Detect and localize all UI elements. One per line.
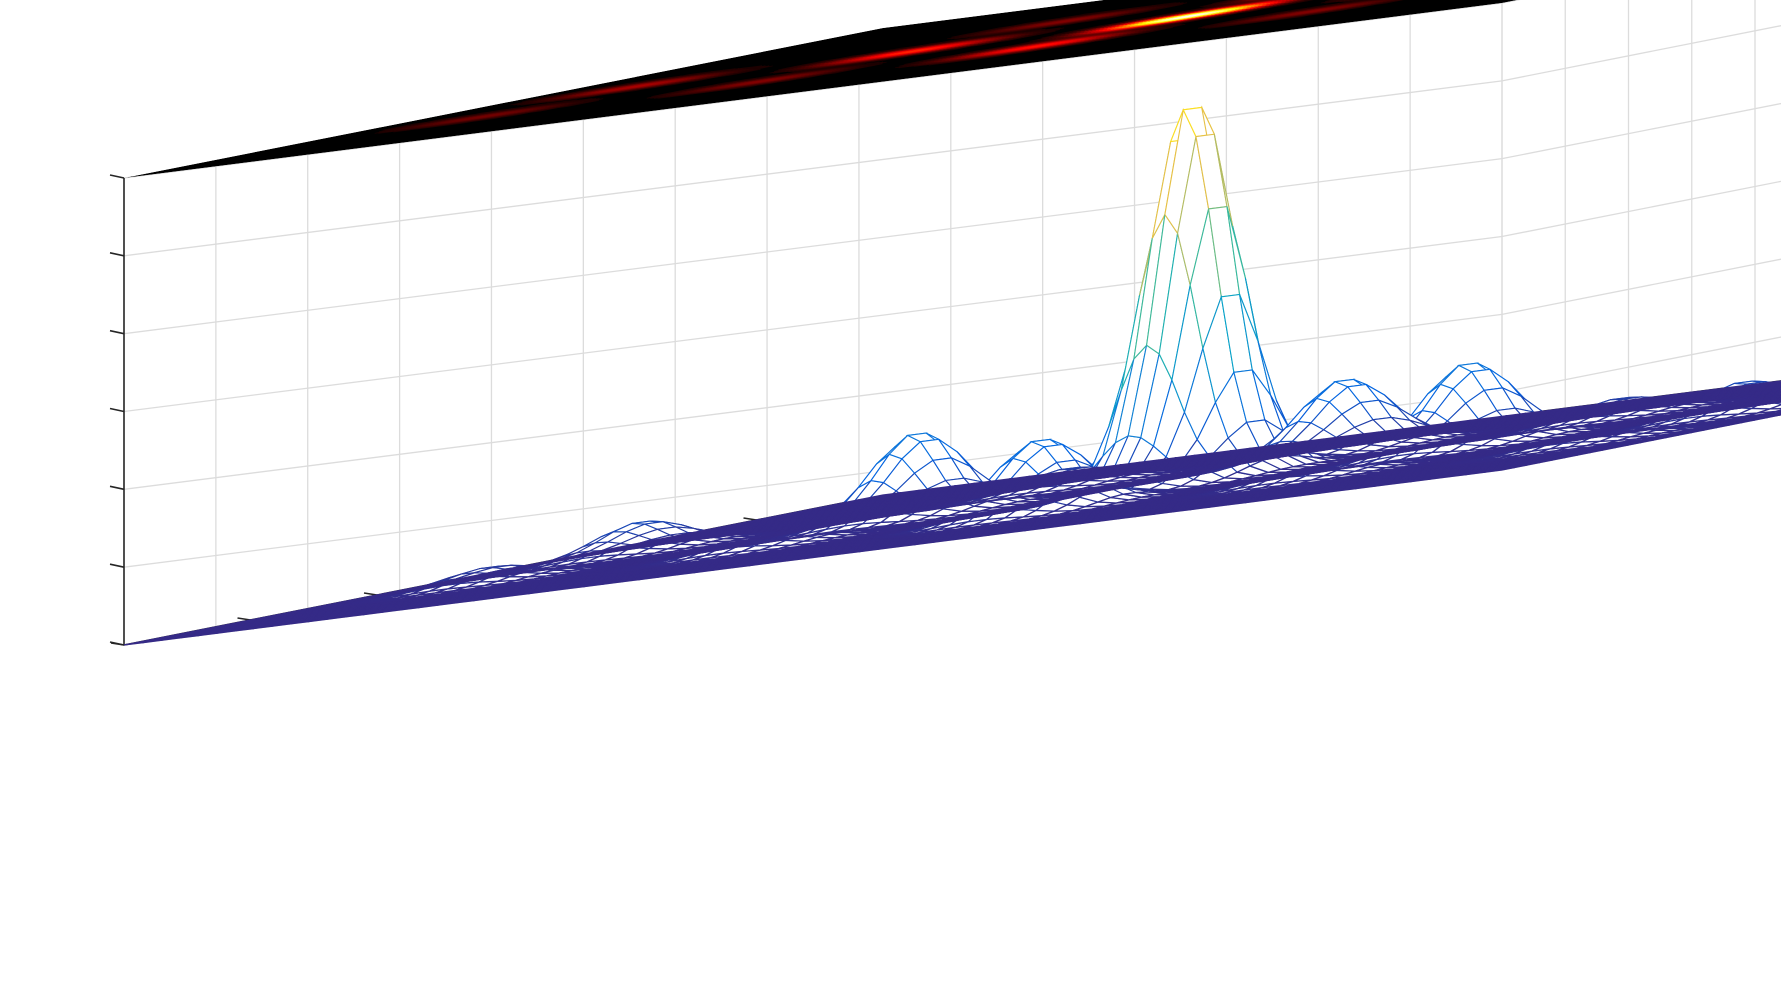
grid-line — [1501, 258, 1781, 315]
grid-line — [1501, 102, 1781, 160]
grid-line — [123, 313, 1503, 490]
heatmap-clip — [124, 0, 1781, 178]
z-tick — [109, 563, 125, 568]
grid-line — [1501, 0, 1521, 4]
z-tick — [109, 329, 125, 335]
grid-line — [1501, 180, 1781, 238]
z-tick — [109, 641, 125, 646]
y-tick — [743, 517, 757, 521]
grid-line — [1501, 25, 1781, 82]
y-tick — [363, 592, 378, 596]
grid-line — [123, 80, 1503, 257]
heatmap-plane — [124, 0, 1781, 178]
z-tick — [109, 407, 125, 413]
surface-mesh — [123, 105, 1781, 646]
grid-line — [1501, 336, 1781, 393]
grid-line — [123, 158, 1503, 335]
z-tick — [109, 485, 125, 491]
axes-grid — [123, 0, 1781, 646]
heatmap-background — [124, 0, 1781, 178]
z-tick — [109, 174, 125, 179]
y-tick — [237, 617, 251, 621]
z-tick — [109, 252, 125, 257]
grid-line — [123, 235, 1503, 413]
